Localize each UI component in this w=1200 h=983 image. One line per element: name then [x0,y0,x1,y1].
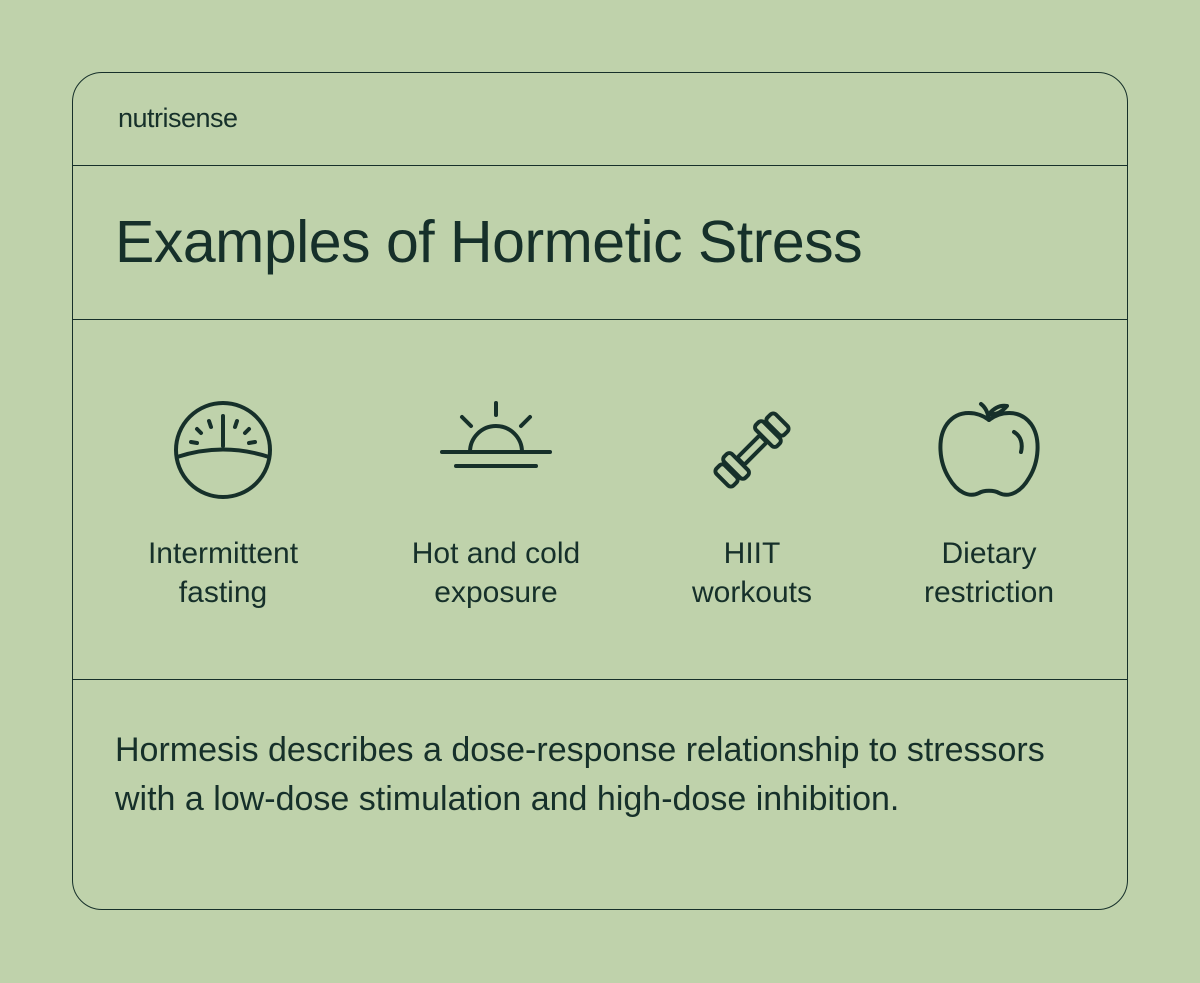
example-item-intermittent-fasting: Intermittent fasting [103,400,343,612]
example-label-line2: restriction [923,576,1055,609]
example-label-line1: HIIT [723,537,781,570]
example-item-hot-cold-exposure: Hot and cold exposure [376,400,616,612]
example-label-line1: Intermittent [147,537,299,570]
scale-gauge-icon [174,401,272,499]
example-label-line1: Hot and cold [411,537,581,570]
infographic-card: nutrisense Examples of Hormetic Stress I… [72,72,1128,910]
dumbbell-icon [713,411,791,489]
description-text: Hormesis describes a dose-response relat… [115,731,1045,818]
example-item-hiit-workouts: HIIT workouts [632,400,872,612]
example-label-line2: exposure [434,576,558,609]
title-section: Examples of Hormetic Stress [73,166,1127,320]
sunrise-icon [440,401,552,468]
example-label-line1: Dietary [941,537,1037,570]
page-title: Examples of Hormetic Stress [115,209,863,275]
brand-logo-text: nutrisense [118,103,238,133]
example-label-line2: workouts [691,576,813,609]
example-item-dietary-restriction: Dietary restriction [869,400,1109,612]
brand-header: nutrisense [73,73,1127,166]
apple-icon [938,402,1040,497]
description-section: Hormesis describes a dose-response relat… [73,680,1127,909]
example-label-line2: fasting [178,576,268,609]
examples-section: Intermittent fasting Hot and cold exposu… [73,320,1127,680]
